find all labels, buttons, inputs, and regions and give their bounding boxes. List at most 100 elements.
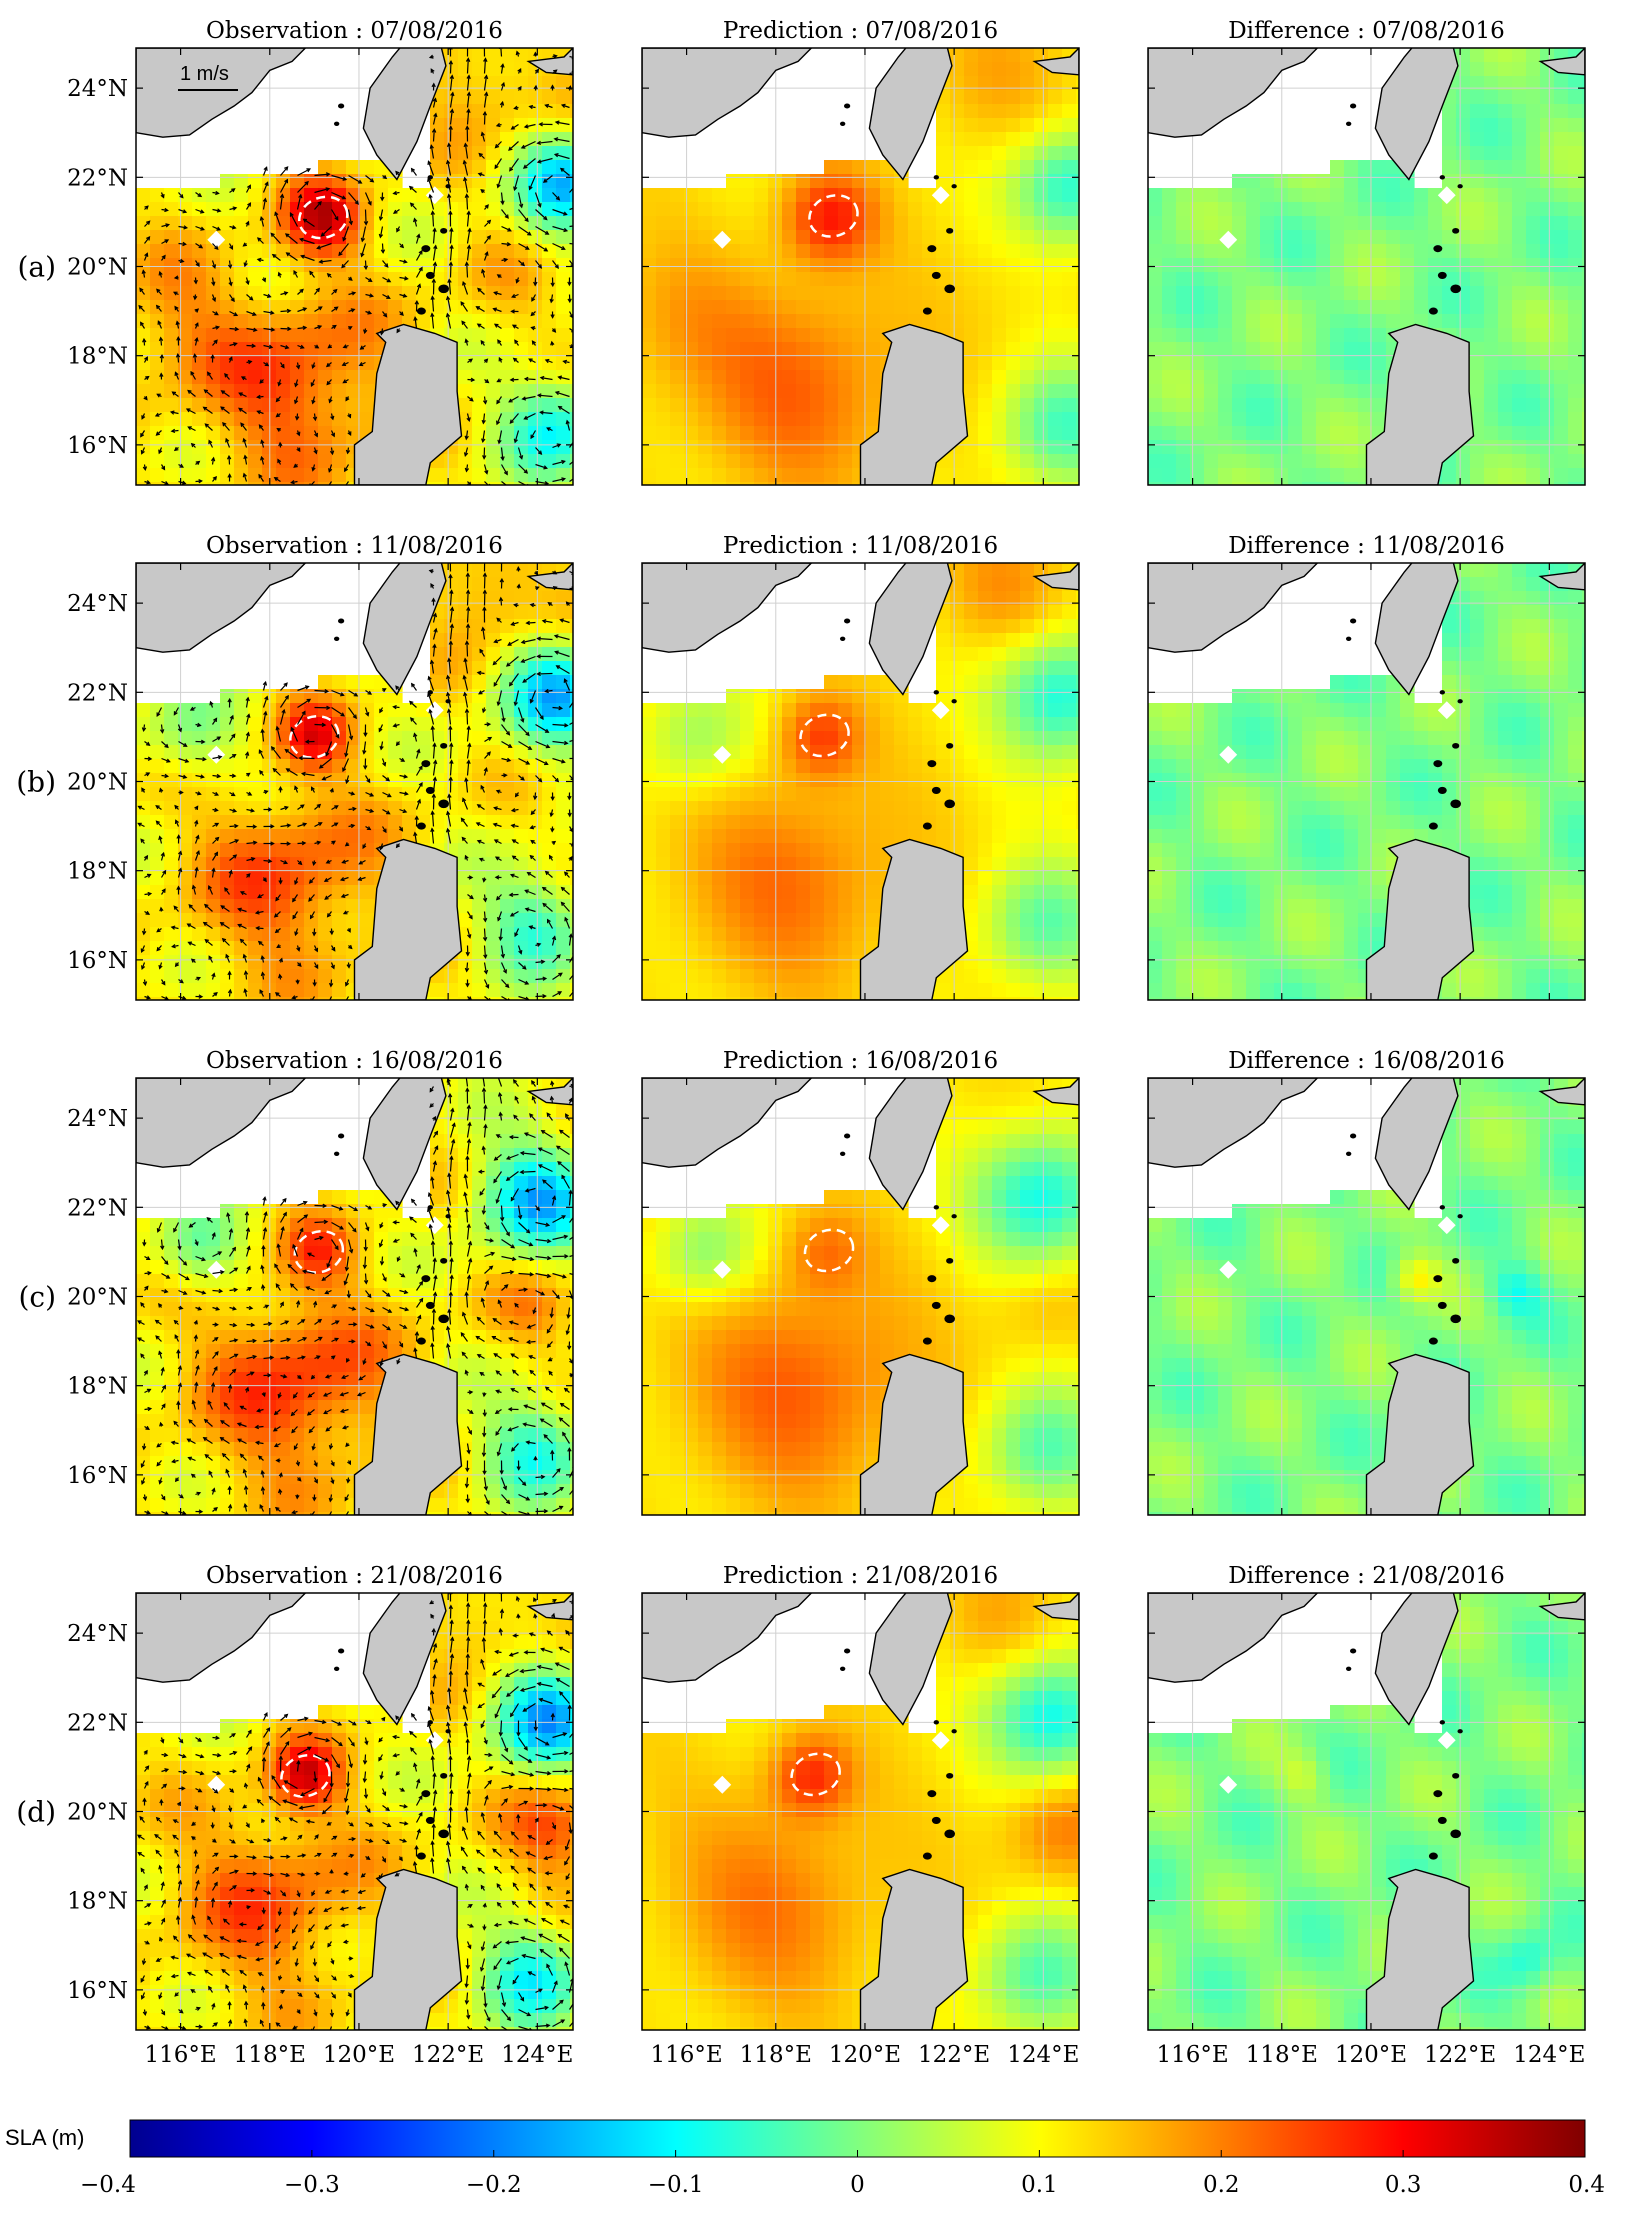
- lat-tick-label: 16°N: [67, 948, 128, 974]
- island: [951, 699, 957, 704]
- map-panel: Difference : 21/08/2016 116°E 118°E 120°E 12…: [1147, 1563, 1586, 2068]
- island: [1350, 1648, 1357, 1654]
- island: [416, 1852, 426, 1860]
- taiwan-land: [868, 1078, 953, 1211]
- taiwan-land: [362, 1078, 447, 1211]
- island: [844, 1648, 851, 1654]
- island: [931, 271, 941, 279]
- colorbar-tick-label: 0: [850, 2172, 865, 2198]
- luzon-land: [353, 838, 463, 1000]
- island: [933, 175, 939, 180]
- island: [338, 103, 345, 109]
- island: [440, 1772, 448, 1779]
- panel-title: Prediction : 21/08/2016: [723, 1563, 998, 1589]
- island: [421, 1790, 431, 1798]
- row-label: (c): [18, 1281, 56, 1314]
- island: [931, 1816, 941, 1824]
- luzon-land: [1365, 1868, 1475, 2030]
- no-data-patch: [207, 230, 226, 249]
- lon-tick-label: 116°E: [1156, 2042, 1228, 2068]
- lat-tick-label: 20°N: [67, 255, 128, 281]
- island: [1439, 690, 1445, 695]
- island: [1437, 1816, 1447, 1824]
- island: [1345, 121, 1352, 126]
- island: [1428, 1852, 1438, 1860]
- island: [922, 1852, 932, 1860]
- lon-tick-label: 118°E: [1246, 2042, 1318, 2068]
- panel-title: Difference : 21/08/2016: [1228, 1563, 1505, 1589]
- island: [1428, 1337, 1438, 1345]
- map-panel: Prediction : 11/08/2016: [641, 533, 1080, 1001]
- luzon-land: [1365, 323, 1475, 485]
- island: [1350, 618, 1357, 624]
- taiwan-land: [362, 48, 447, 181]
- no-data-patch: [425, 701, 444, 720]
- lat-tick-label: 20°N: [67, 770, 128, 796]
- panel-title: Difference : 16/08/2016: [1228, 1048, 1505, 1074]
- map-panel: Observation : 21/08/2016 16°N 18°N 20°N 22°N…: [16, 1563, 574, 2068]
- china-coast-land: [136, 1078, 307, 1168]
- lon-tick-label: 122°E: [412, 2042, 484, 2068]
- island: [1439, 1720, 1445, 1725]
- lon-tick-label: 116°E: [650, 2042, 722, 2068]
- island: [1350, 1133, 1357, 1139]
- island: [1437, 271, 1447, 279]
- sla-field: [642, 1078, 1079, 1515]
- island: [839, 1666, 846, 1671]
- lon-tick-label: 116°E: [144, 2042, 216, 2068]
- map-panel: Difference : 07/08/2016: [1147, 18, 1586, 486]
- luzon-land: [859, 323, 969, 485]
- lat-tick-label: 20°N: [67, 1800, 128, 1826]
- colorbar-tick-label: −0.3: [284, 2172, 340, 2198]
- island: [933, 1205, 939, 1210]
- panel-title: Difference : 07/08/2016: [1228, 18, 1505, 44]
- map-panel: Difference : 11/08/2016: [1147, 533, 1586, 1001]
- lat-tick-label: 24°N: [67, 591, 128, 617]
- no-data-patch: [713, 230, 732, 249]
- island: [922, 1337, 932, 1345]
- island: [338, 1648, 345, 1654]
- island: [927, 760, 937, 768]
- island: [1345, 636, 1352, 641]
- island: [1437, 1301, 1447, 1309]
- panel-title: Observation : 07/08/2016: [206, 18, 503, 44]
- lon-tick-label: 118°E: [234, 2042, 306, 2068]
- lat-tick-label: 22°N: [67, 680, 128, 706]
- map-panel: Difference : 16/08/2016: [1147, 1048, 1586, 1516]
- island: [1433, 1275, 1443, 1283]
- no-data-patch: [207, 1775, 226, 1794]
- island: [946, 1772, 954, 1779]
- island: [440, 227, 448, 234]
- map-panel: Prediction : 16/08/2016: [641, 1048, 1080, 1516]
- row-label: (a): [17, 251, 56, 284]
- lat-tick-label: 18°N: [67, 859, 128, 885]
- lat-tick-label: 20°N: [67, 1285, 128, 1311]
- island: [944, 284, 956, 294]
- no-data-patch: [207, 1260, 226, 1279]
- panel-title: Observation : 11/08/2016: [206, 533, 503, 559]
- colorbar-ticks: −0.4 −0.3 −0.2 −0.1 0 0.1 0.2 0.3 0.4: [80, 2150, 1605, 2198]
- island: [1433, 245, 1443, 253]
- colorbar-tick-label: 0.4: [1568, 2172, 1605, 2198]
- lon-tick-label: 118°E: [740, 2042, 812, 2068]
- taiwan-land: [1374, 1078, 1459, 1211]
- island: [944, 1829, 956, 1839]
- ryukyu-land: [526, 1593, 573, 1621]
- ryukyu-land: [1538, 1593, 1585, 1621]
- lat-tick-label: 18°N: [67, 344, 128, 370]
- island: [421, 1275, 431, 1283]
- island: [1439, 175, 1445, 180]
- panel-title: Prediction : 11/08/2016: [723, 533, 998, 559]
- map-panel: Prediction : 21/08/2016 116°E 118°E 120°E 12…: [641, 1563, 1080, 2068]
- china-coast-land: [642, 563, 813, 653]
- lon-tick-label: 124°E: [501, 2042, 573, 2068]
- no-data-patch: [1219, 745, 1238, 764]
- panel-title: Prediction : 07/08/2016: [723, 18, 998, 44]
- island: [839, 121, 846, 126]
- colorbar-label: SLA (m): [5, 2125, 84, 2150]
- island: [844, 103, 851, 109]
- lat-tick-label: 24°N: [67, 76, 128, 102]
- scale-label: 1 m/s: [180, 63, 229, 85]
- taiwan-land: [1374, 48, 1459, 181]
- sla-field: [1148, 1078, 1585, 1515]
